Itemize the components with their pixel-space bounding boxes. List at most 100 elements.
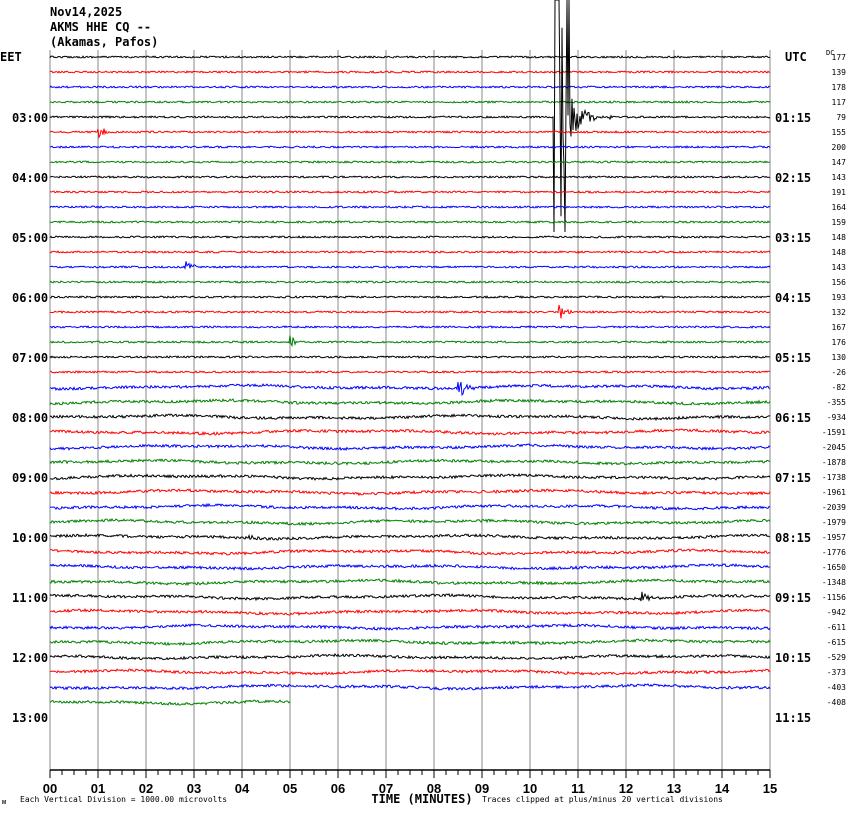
dc-offset-label: 143 — [832, 173, 847, 182]
seismic-trace — [49, 653, 771, 661]
dc-offset-label: 156 — [832, 278, 847, 287]
x-tick-label: 11 — [571, 781, 585, 796]
seismic-trace — [49, 55, 771, 59]
left-hour-label: 08:00 — [12, 411, 48, 425]
right-hour-label: 11:15 — [775, 711, 811, 725]
corner-mark: ᴍ — [2, 798, 6, 806]
dc-offset-label: 143 — [832, 263, 847, 272]
seismic-trace — [49, 623, 771, 631]
dc-offset-label: -529 — [827, 653, 846, 662]
left-hour-label: 04:00 — [12, 171, 48, 185]
x-tick-label: 15 — [763, 781, 777, 796]
right-hour-label: 01:15 — [775, 111, 811, 125]
x-tick-label: 03 — [187, 781, 201, 796]
station-label: AKMS HHE CQ -- — [50, 20, 152, 34]
dc-offset-label: 147 — [832, 158, 847, 167]
dc-offset-label: -1961 — [822, 488, 846, 497]
right-hour-label: 03:15 — [775, 231, 811, 245]
seismic-trace — [49, 428, 771, 436]
location-label: (Akamas, Pafos) — [50, 35, 159, 49]
right-hour-label: 09:15 — [775, 591, 811, 605]
x-tick-label: 10 — [523, 781, 537, 796]
seismic-trace — [49, 458, 771, 466]
seismic-trace — [50, 472, 771, 481]
dc-offset-label: -1156 — [822, 593, 846, 602]
seismic-trace — [49, 563, 771, 571]
left-hour-label: 07:00 — [12, 351, 48, 365]
seismic-trace — [49, 128, 771, 139]
seismic-trace — [49, 443, 771, 451]
dc-offset-label: 155 — [832, 128, 847, 137]
dc-offset-label: -1591 — [822, 428, 846, 437]
seismic-trace — [49, 413, 771, 422]
dc-offset-label: 148 — [832, 248, 847, 257]
x-tick-label: 13 — [667, 781, 681, 796]
clip-note: Traces clipped at plus/minus 20 vertical… — [482, 795, 723, 804]
seismic-trace — [49, 578, 771, 586]
dc-label: DC — [826, 49, 834, 57]
seismic-trace — [49, 304, 771, 319]
x-axis-label: TIME (MINUTES) — [371, 792, 472, 806]
dc-offset-label: 79 — [836, 113, 846, 122]
seismic-trace — [49, 532, 771, 541]
seismic-trace — [49, 205, 771, 209]
x-tick-label: 08 — [427, 781, 441, 796]
seismic-trace — [49, 220, 771, 224]
date-label: Nov14,2025 — [50, 5, 123, 19]
dc-offset-label: -942 — [827, 608, 846, 617]
seismic-trace — [49, 517, 771, 526]
dc-offset-label: -615 — [827, 638, 846, 647]
dc-offset-label: 132 — [832, 308, 847, 317]
left-hour-label: 10:00 — [12, 531, 48, 545]
seismic-trace — [49, 70, 770, 74]
right-hour-label: 08:15 — [775, 531, 811, 545]
left-hour-label: 05:00 — [12, 231, 48, 245]
x-tick-label: 01 — [91, 781, 105, 796]
dc-offset-label: -2039 — [822, 503, 846, 512]
x-tick-label: 12 — [619, 781, 633, 796]
dc-offset-label: -1738 — [822, 473, 846, 482]
dc-offset-label: 159 — [832, 218, 847, 227]
dc-offset-label: 130 — [832, 353, 847, 362]
dc-offset-label: 200 — [832, 143, 847, 152]
seismic-trace — [49, 280, 771, 284]
seismic-trace — [49, 175, 771, 179]
seismic-trace — [49, 160, 771, 164]
seismic-trace — [49, 683, 771, 692]
dc-offset-label: -1348 — [822, 578, 846, 587]
seismic-trace — [49, 0, 771, 233]
dc-offset-label: -26 — [832, 368, 847, 377]
dc-offset-label: -1776 — [822, 548, 846, 557]
seismic-trace — [50, 370, 771, 374]
seismic-trace — [49, 668, 771, 676]
right-hour-label: 10:15 — [775, 651, 811, 665]
left-hour-label: 13:00 — [12, 711, 48, 725]
dc-offset-label: 176 — [832, 338, 847, 347]
seismic-trace — [49, 699, 291, 706]
dc-offset-label: 178 — [832, 83, 847, 92]
seismic-trace — [49, 100, 771, 104]
seismic-trace — [49, 591, 771, 603]
dc-offset-label: -934 — [827, 413, 846, 422]
dc-offset-label: -1650 — [822, 563, 846, 572]
dc-offset-label: 167 — [832, 323, 847, 332]
seismic-trace — [49, 488, 771, 497]
seismic-trace — [49, 145, 771, 149]
left-hour-label: 12:00 — [12, 651, 48, 665]
left-hour-label: 09:00 — [12, 471, 48, 485]
dc-offset-label: -1957 — [822, 533, 846, 542]
right-hour-label: 06:15 — [775, 411, 811, 425]
left-hour-label: 03:00 — [12, 111, 48, 125]
right-hour-label: 07:15 — [775, 471, 811, 485]
seismic-trace — [49, 502, 771, 511]
x-tick-label: 04 — [235, 781, 250, 796]
right-hour-label: 02:15 — [775, 171, 811, 185]
dc-offset-label: -408 — [827, 698, 846, 707]
seismic-trace — [49, 190, 771, 194]
dc-offset-label: -611 — [827, 623, 846, 632]
seismic-trace — [50, 548, 771, 556]
seismic-trace — [49, 398, 771, 406]
dc-offset-label: -82 — [832, 383, 847, 392]
